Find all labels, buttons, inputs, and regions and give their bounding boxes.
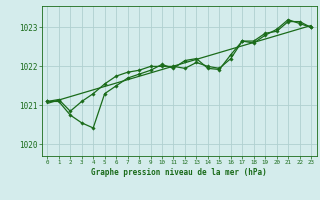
X-axis label: Graphe pression niveau de la mer (hPa): Graphe pression niveau de la mer (hPa): [91, 168, 267, 177]
